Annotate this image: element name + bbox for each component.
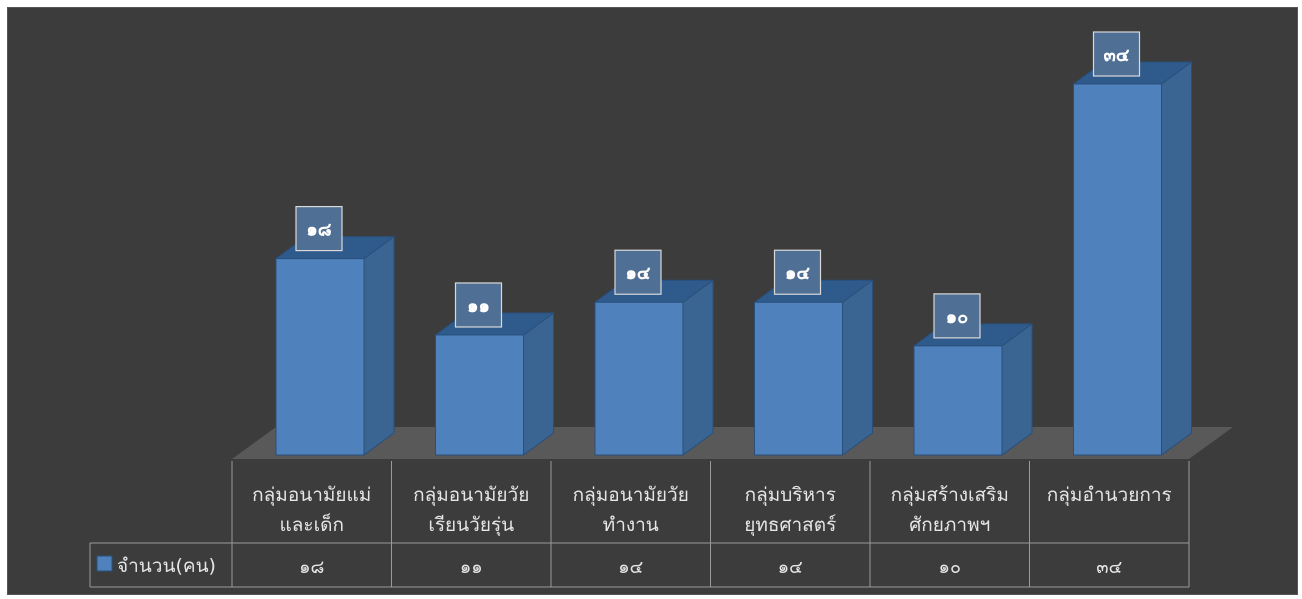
category-label-5: กลุ่มอำนวยการ — [1047, 484, 1172, 507]
table-value-4: ๑๐ — [939, 557, 961, 578]
data-label-box — [773, 249, 822, 295]
bar-side — [842, 279, 873, 456]
table-value-5: ๓๔ — [1096, 557, 1122, 578]
bar-front — [1073, 83, 1162, 456]
data-label-1: ๑๑ — [454, 282, 503, 328]
category-label-line: ทำงาน — [603, 514, 659, 536]
data-label-3: ๑๔ — [773, 249, 822, 295]
category-label-line: และเด็ก — [280, 512, 344, 536]
category-label-line: ยุทธศาสตร์ — [744, 514, 836, 537]
category-label-line: กลุ่มอนามัยวัย — [413, 484, 529, 507]
bar-front — [754, 301, 843, 456]
table-value-3: ๑๔ — [778, 557, 803, 578]
table-value-2: ๑๔ — [618, 557, 643, 578]
category-label-line: กลุ่มอำนวยการ — [1047, 484, 1172, 507]
data-label-text: ๑๐ — [946, 307, 968, 328]
bar-side — [363, 235, 395, 456]
bar-5 — [1071, 61, 1194, 456]
data-label-2: ๑๔ — [614, 249, 662, 295]
category-label-line: ศักยภาพฯ — [909, 514, 990, 536]
data-label-box — [933, 293, 981, 339]
data-label-box — [295, 205, 343, 252]
category-label-line: กลุ่มอนามัยวัย — [573, 484, 689, 507]
category-label-1: กลุ่มอนามัยวัยเรียนวัยรุ่น — [413, 484, 529, 537]
legend-key — [96, 555, 113, 572]
data-label-box — [1092, 31, 1141, 77]
data-label-text: ๑๔ — [625, 263, 650, 284]
bar-side — [1161, 61, 1192, 456]
bar-3 — [752, 279, 875, 456]
table-value-0: ๑๘ — [299, 557, 324, 578]
bar-front — [275, 258, 365, 456]
bar-0 — [274, 235, 396, 456]
bar-front — [594, 301, 684, 456]
category-label-3: กลุ่มบริหารยุทธศาสตร์ — [744, 484, 836, 537]
bar-4 — [912, 322, 1034, 456]
bar-side — [1001, 322, 1033, 456]
bar-front — [435, 334, 524, 456]
bar-front — [913, 345, 1003, 456]
category-label-line: กลุ่มสร้างเสริม — [891, 484, 1009, 507]
data-label-text: ๑๔ — [785, 263, 810, 284]
category-label-4: กลุ่มสร้างเสริมศักยภาพฯ — [891, 484, 1009, 536]
category-label-2: กลุ่มอนามัยวัยทำงาน — [573, 484, 689, 536]
data-label-0: ๑๘ — [295, 205, 343, 252]
data-label-4: ๑๐ — [933, 293, 981, 339]
category-label-0: กลุ่มอนามัยแม่และเด็ก — [252, 484, 371, 536]
bar-1 — [433, 311, 556, 456]
data-label-box — [614, 249, 662, 295]
data-label-box — [454, 282, 503, 328]
table-value-1: ๑๑ — [460, 557, 483, 578]
bar-side — [523, 311, 554, 456]
data-label-5: ๓๔ — [1092, 31, 1141, 77]
bar-2 — [593, 279, 715, 456]
series-name: จำนวน(คน) — [117, 555, 216, 577]
data-label-text: ๑๑ — [467, 296, 490, 317]
category-label-line: เรียนวัยรุ่น — [428, 514, 514, 537]
bar-side — [682, 279, 714, 456]
data-label-text: ๓๔ — [1104, 45, 1130, 66]
category-label-line: กลุ่มอนามัยแม่ — [252, 484, 371, 507]
data-label-text: ๑๘ — [306, 220, 331, 241]
category-label-line: กลุ่มบริหาร — [745, 484, 836, 507]
